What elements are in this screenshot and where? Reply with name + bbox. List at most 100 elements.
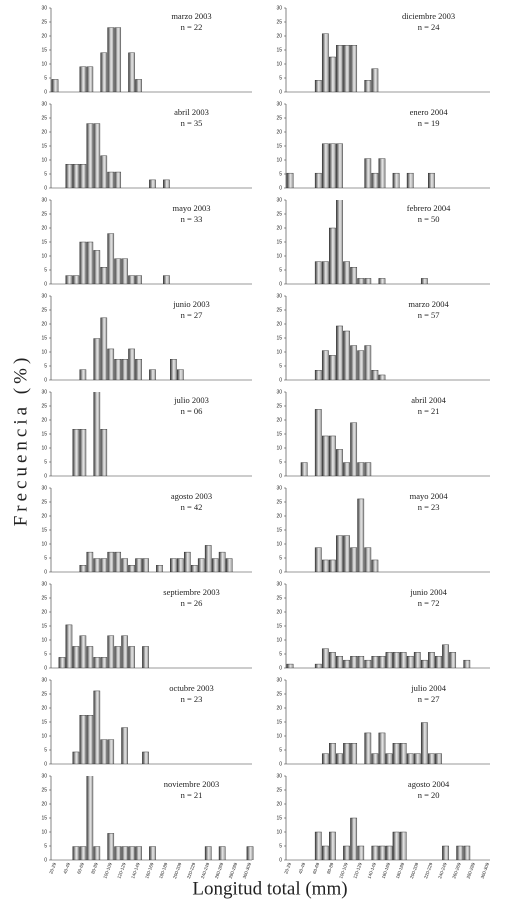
y-tick-label: 10 bbox=[276, 253, 282, 259]
bar bbox=[428, 753, 435, 764]
y-tick-label: 20 bbox=[41, 609, 47, 615]
x-tick-label: 160-169 bbox=[144, 862, 155, 880]
y-tick-label: 20 bbox=[276, 513, 282, 519]
y-tick-label: 10 bbox=[276, 733, 282, 739]
bar bbox=[406, 753, 414, 764]
y-tick-label: 10 bbox=[276, 61, 282, 67]
bar bbox=[350, 743, 358, 764]
bar bbox=[336, 45, 343, 92]
panel-title: marzo 2003 bbox=[171, 11, 211, 21]
y-tick-label: 0 bbox=[279, 377, 282, 383]
y-tick-label: 0 bbox=[279, 281, 282, 287]
bar bbox=[420, 278, 428, 284]
panel-title: abril 2004 bbox=[411, 395, 446, 405]
bar bbox=[114, 258, 122, 284]
y-tick-label: 15 bbox=[41, 239, 47, 245]
y-tick-label: 5 bbox=[279, 171, 282, 177]
y-tick-label: 25 bbox=[41, 787, 47, 793]
bar bbox=[93, 558, 101, 572]
panel-subtitle: n = 33 bbox=[181, 214, 203, 224]
x-tick-label: 120-129 bbox=[116, 862, 127, 880]
y-tick-label: 25 bbox=[276, 499, 282, 505]
bar bbox=[86, 776, 94, 860]
y-tick-label: 5 bbox=[279, 555, 282, 561]
bar bbox=[225, 558, 233, 572]
bar bbox=[163, 179, 170, 188]
bar bbox=[442, 644, 449, 668]
panel-subtitle: n = 72 bbox=[418, 598, 440, 608]
bar bbox=[177, 369, 184, 380]
bar bbox=[435, 753, 442, 764]
bar bbox=[350, 422, 358, 476]
y-tick-label: 0 bbox=[44, 761, 47, 767]
panel-title: febrero 2004 bbox=[407, 203, 451, 213]
y-tick-label: 20 bbox=[276, 801, 282, 807]
panel-title: junio 2004 bbox=[409, 587, 447, 597]
bar bbox=[392, 172, 400, 188]
x-tick-label: 20-29 bbox=[283, 862, 292, 875]
y-tick-label: 25 bbox=[276, 403, 282, 409]
bar bbox=[142, 558, 149, 572]
bar bbox=[336, 200, 343, 284]
bar bbox=[72, 751, 80, 764]
bar bbox=[399, 743, 407, 764]
x-tick-label: 280-289 bbox=[228, 862, 239, 880]
y-tick-label: 15 bbox=[276, 815, 282, 821]
bar bbox=[371, 559, 379, 572]
bar bbox=[93, 392, 101, 476]
y-tick-label: 10 bbox=[276, 445, 282, 451]
y-tick-label: 15 bbox=[41, 623, 47, 629]
bar bbox=[343, 261, 350, 284]
x-tick-label: 200-209 bbox=[172, 862, 183, 880]
y-tick-label: 25 bbox=[41, 499, 47, 505]
bar bbox=[343, 535, 350, 572]
y-tick-label: 20 bbox=[276, 33, 282, 39]
panel-subtitle: n = 27 bbox=[418, 694, 440, 704]
y-tick-label: 5 bbox=[279, 843, 282, 849]
bar bbox=[321, 350, 329, 380]
y-tick-label: 30 bbox=[41, 197, 47, 203]
y-tick-label: 10 bbox=[276, 637, 282, 643]
bar bbox=[420, 722, 428, 764]
bar bbox=[93, 338, 101, 380]
bar bbox=[93, 123, 101, 188]
bar bbox=[204, 545, 212, 572]
bar bbox=[321, 435, 329, 476]
bar bbox=[114, 27, 122, 92]
bar bbox=[350, 547, 358, 572]
bar bbox=[72, 163, 80, 188]
bar bbox=[321, 33, 329, 92]
bar bbox=[364, 659, 372, 668]
y-tick-label: 30 bbox=[276, 485, 282, 491]
y-tick-label: 5 bbox=[279, 267, 282, 273]
bar bbox=[463, 845, 471, 860]
bar bbox=[321, 261, 329, 284]
bar bbox=[321, 753, 329, 764]
y-tick-label: 15 bbox=[276, 527, 282, 533]
y-tick-label: 5 bbox=[279, 363, 282, 369]
bar bbox=[79, 163, 87, 188]
y-tick-label: 0 bbox=[279, 761, 282, 767]
bar bbox=[336, 143, 343, 188]
bar bbox=[114, 551, 122, 572]
x-tick-label: 240-249 bbox=[200, 862, 211, 880]
panel-title: octubre 2003 bbox=[169, 683, 214, 693]
panel-subtitle: n = 50 bbox=[418, 214, 440, 224]
bar bbox=[406, 172, 414, 188]
x-tick-label: 140-149 bbox=[130, 862, 141, 880]
y-tick-label: 5 bbox=[44, 747, 47, 753]
bar bbox=[100, 429, 108, 476]
bar bbox=[371, 656, 379, 668]
y-tick-label: 10 bbox=[41, 61, 47, 67]
bar bbox=[170, 558, 177, 572]
bar bbox=[86, 646, 94, 668]
bar bbox=[286, 172, 294, 188]
bar bbox=[364, 732, 372, 764]
y-tick-label: 20 bbox=[41, 321, 47, 327]
x-tick-label: 140-149 bbox=[367, 862, 378, 880]
